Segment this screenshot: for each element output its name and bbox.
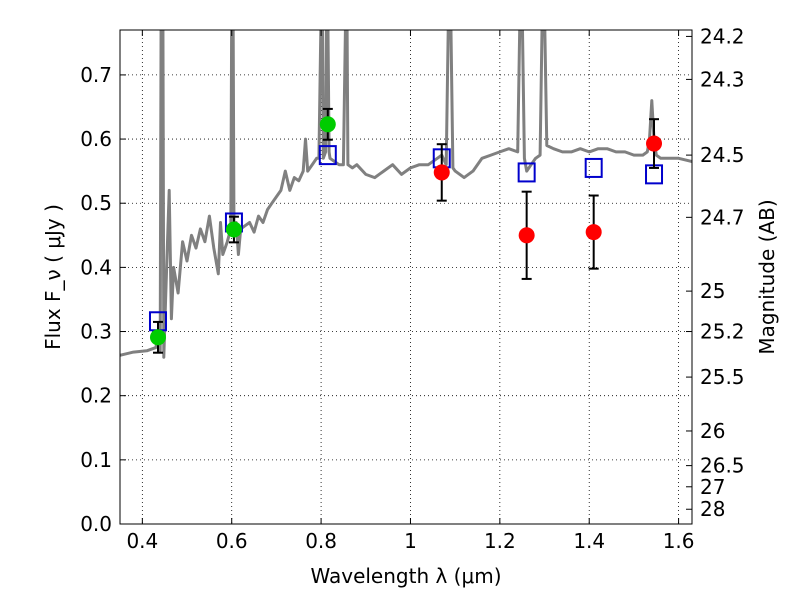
y-tick-label: 0.1 — [80, 448, 112, 472]
marker-layer — [148, 107, 664, 354]
y-tick-label: 0.4 — [80, 255, 112, 279]
mag-tick-label: 25.5 — [700, 365, 745, 389]
y-axis-title: Flux F_ν ( μJy ) — [41, 204, 65, 350]
observed-point — [149, 329, 166, 346]
y-tick-label: 0.0 — [80, 512, 112, 536]
mag-tick-label: 28 — [700, 497, 725, 521]
y-tick-label: 0.6 — [80, 127, 112, 151]
x-tick-label: 0.6 — [216, 529, 248, 553]
spectrum-line — [120, 30, 692, 359]
observed-point — [518, 227, 535, 244]
observed-point — [319, 116, 336, 133]
model-square-marker — [318, 145, 337, 166]
observed-point — [433, 164, 450, 181]
mag-tick-label: 24.5 — [700, 143, 745, 167]
y-tick-label: 0.5 — [80, 191, 112, 215]
x-tick-label: 1.2 — [484, 529, 516, 553]
mag-tick-label: 26 — [700, 419, 725, 443]
mag-tick-label: 26.5 — [700, 454, 745, 478]
axis-ticks: 0.4 0.6 0.8 1 1.2 1.4 1.6 0.0 0.1 0.2 0.3 0.4 0.5 0.6… — [80, 24, 744, 553]
observed-point — [585, 224, 602, 241]
mag-tick-label: 25.2 — [700, 320, 745, 344]
model-square-marker — [517, 162, 536, 183]
x-tick-label: 1.4 — [573, 529, 605, 553]
plot-frame — [119, 29, 693, 525]
y-tick-label: 0.2 — [80, 384, 112, 408]
y-tick-label: 0.3 — [80, 320, 112, 344]
observed-point — [646, 135, 663, 152]
spectrum-layer — [120, 30, 692, 359]
model-square-marker — [584, 157, 603, 178]
x-tick-label: 1 — [404, 529, 417, 553]
mag-tick-label: 24.7 — [700, 205, 745, 229]
mag-tick-label: 24.3 — [700, 67, 745, 91]
mag-tick-label: 24.2 — [700, 24, 745, 48]
plot-area — [120, 30, 692, 524]
observed-point — [225, 221, 242, 238]
mag-tick-label: 25 — [700, 279, 725, 303]
y-tick-label: 0.7 — [80, 63, 112, 87]
x-axis-title: Wavelength λ (μm) — [310, 564, 501, 588]
x-tick-label: 0.4 — [126, 529, 158, 553]
x-tick-label: 0.8 — [305, 529, 337, 553]
mag-tick-label: 27 — [700, 475, 725, 499]
x-tick-label: 1.6 — [663, 529, 695, 553]
right-axis-title: Magnitude (AB) — [755, 199, 779, 354]
